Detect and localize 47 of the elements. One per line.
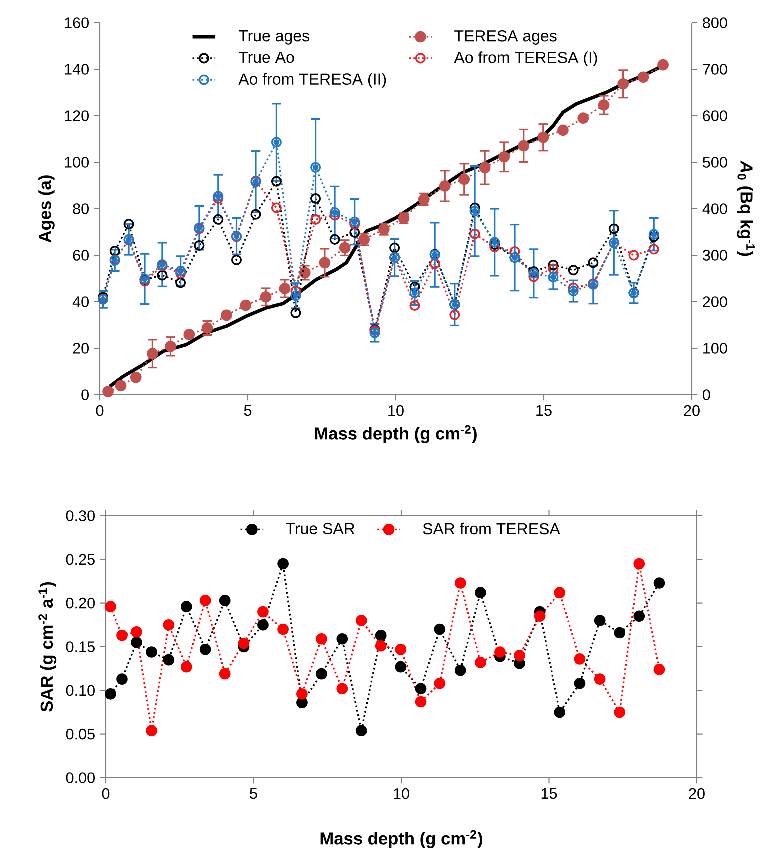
y-tick-label: 0.00 — [66, 772, 95, 784]
y-tick-label: 120 — [65, 110, 89, 122]
y-tick-label: 20 — [73, 343, 89, 354]
y2-axis-title: A$_{0}$ (Bq kg$^{-1}$) — [737, 160, 755, 256]
y-tick-label: 100 — [65, 157, 89, 168]
y2-tick-label: 0 — [703, 390, 710, 400]
y-tick-label: 0.15 — [66, 642, 95, 652]
y-tick-label: 40 — [72, 296, 89, 308]
y-axis-title: Ages (a) — [38, 176, 55, 243]
legend-label: True ages — [238, 30, 310, 45]
y-tick-label: 160 — [65, 18, 89, 28]
y2-tick-label: 800 — [703, 18, 728, 28]
y2-tick-label: 200 — [703, 296, 728, 308]
legend-label: Ao from TERESA (II) — [238, 73, 386, 88]
legend-label: True SAR — [286, 523, 355, 534]
x-tick-label: 20 — [684, 405, 700, 416]
y-tick-label: 60 — [73, 250, 89, 261]
y-tick-label: 0.10 — [66, 685, 95, 696]
legend-label: TERESA ages — [454, 30, 557, 45]
x-tick-label: 10 — [388, 405, 404, 416]
y2-tick-label: 100 — [704, 343, 728, 354]
x-tick-label: 15 — [542, 788, 558, 800]
y-axis-title: SAR (g cm$^{-2}$ a$^{-1}$) — [38, 582, 57, 712]
x-axis-title: Mass depth (g cm$^{-2}$) — [315, 425, 477, 444]
y2-tick-label: 300 — [702, 250, 728, 261]
legend-label: True Ao — [238, 52, 294, 64]
legend-label: Ao from TERESA (I) — [454, 52, 598, 67]
y2-tick-label: 600 — [703, 110, 728, 122]
legend-label: SAR from TERESA — [423, 522, 560, 535]
y-tick-label: 0 — [82, 390, 89, 400]
y-tick-label: 0.20 — [66, 598, 95, 609]
x-tick-label: 10 — [394, 788, 410, 800]
y-tick-label: 140 — [65, 64, 89, 75]
x-tick-label: 15 — [536, 405, 552, 416]
y2-tick-label: 400 — [702, 204, 728, 214]
x-tick-label: 20 — [689, 788, 705, 800]
x-tick-label: 0 — [102, 788, 110, 800]
y-tick-label: 0.25 — [66, 554, 95, 566]
x-tick-label: 5 — [244, 405, 252, 416]
y-tick-label: 0.05 — [66, 728, 95, 740]
y2-tick-label: 700 — [703, 64, 728, 75]
y-tick-label: 80 — [73, 204, 89, 214]
x-tick-label: 5 — [250, 788, 258, 800]
x-axis-title: Mass depth (g cm$^{-2}$) — [320, 830, 482, 848]
x-tick-label: 0 — [96, 405, 104, 416]
y2-tick-label: 500 — [703, 157, 728, 168]
y-tick-label: 0.30 — [66, 510, 95, 522]
